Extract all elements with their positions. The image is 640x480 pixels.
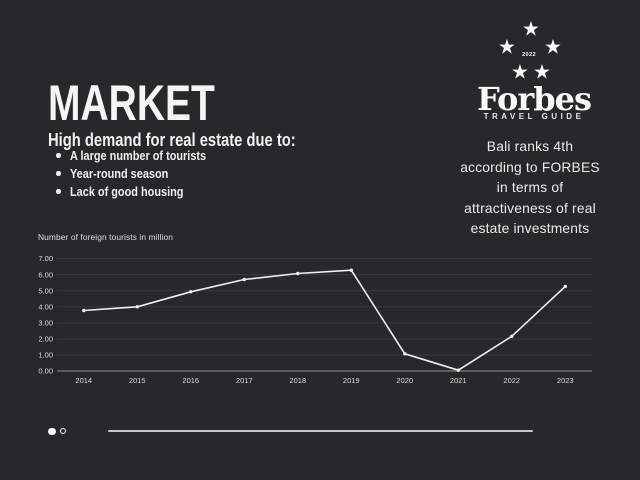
svg-text:5.00: 5.00: [38, 286, 53, 295]
svg-text:3.00: 3.00: [38, 318, 53, 327]
pagination-dot-active[interactable]: [48, 427, 56, 435]
list-item: Year-round season: [56, 165, 356, 183]
svg-text:1.00: 1.00: [38, 351, 53, 360]
list-item: A large number of tourists: [56, 147, 356, 165]
bullet-list: A large number of tourists Year-round se…: [56, 147, 356, 201]
star-icon: ★: [522, 16, 540, 41]
svg-text:6.00: 6.00: [38, 270, 53, 279]
svg-text:2.00: 2.00: [38, 334, 53, 343]
svg-text:2014: 2014: [75, 376, 92, 385]
svg-text:2020: 2020: [396, 376, 413, 385]
caption-line: in terms of: [496, 180, 564, 196]
svg-text:2015: 2015: [129, 376, 146, 385]
page-title: MARKET: [48, 74, 215, 131]
badge-year: 2022: [522, 51, 536, 58]
star-icon: ★: [498, 34, 516, 59]
star-icon: ★: [511, 59, 529, 84]
svg-text:7.00: 7.00: [38, 254, 53, 263]
bullet-icon: [56, 153, 61, 158]
caption-line: estate investments: [470, 221, 590, 237]
pagination-dot-inactive[interactable]: [59, 428, 66, 435]
pagination: [48, 427, 66, 435]
bullet-icon: [56, 171, 61, 176]
svg-text:2018: 2018: [289, 376, 306, 385]
star-icon: ★: [533, 59, 551, 84]
footer-divider: [108, 430, 533, 432]
svg-text:2016: 2016: [182, 376, 199, 385]
chart-title: Number of foreign tourists in million: [38, 232, 173, 242]
forbes-wordmark: Forbes: [477, 80, 592, 118]
svg-text:2022: 2022: [503, 376, 520, 385]
svg-text:4.00: 4.00: [38, 302, 53, 311]
bullet-label: Lack of good housing: [69, 184, 183, 199]
svg-text:2023: 2023: [557, 376, 574, 385]
svg-text:2021: 2021: [450, 376, 467, 385]
list-item: Lack of good housing: [56, 183, 356, 201]
caption-line: according to FORBES: [460, 159, 600, 175]
svg-text:0.00: 0.00: [38, 367, 53, 376]
forbes-caption: Bali ranks 4th according to FORBES in te…: [415, 137, 640, 240]
bullet-label: A large number of tourists: [69, 148, 206, 163]
forbes-tagline: TRAVEL GUIDE: [483, 112, 585, 121]
tourists-line-chart: 0.00 1.00 2.00 3.00 4.00 5.00 6.00 7.00 2014 2015…: [38, 254, 592, 385]
star-icon: ★: [544, 34, 562, 59]
slide-subtitle: High demand for real estate due to:: [48, 129, 296, 150]
caption-line: attractiveness of real: [464, 200, 596, 216]
svg-text:2017: 2017: [236, 376, 253, 385]
caption-line: Bali ranks 4th: [486, 139, 574, 154]
bullet-icon: [56, 189, 61, 194]
svg-text:2019: 2019: [343, 376, 360, 385]
bullet-label: Year-round season: [69, 166, 168, 181]
